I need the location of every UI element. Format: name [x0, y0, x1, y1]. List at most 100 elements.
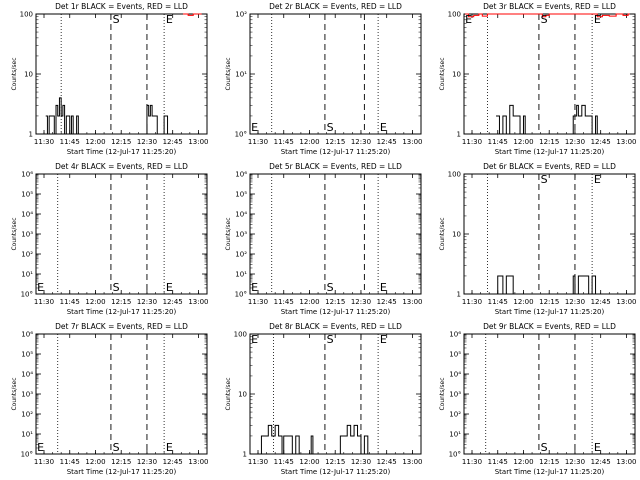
- chart-title: Det 6r BLACK = Events, RED = LLD: [483, 162, 616, 171]
- event-marker-label: S: [541, 13, 548, 26]
- x-tick-label: 12:30: [137, 458, 157, 466]
- y-tick-label: 100: [448, 171, 461, 179]
- x-tick-label: 11:45: [274, 138, 294, 146]
- event-marker-label: S: [113, 13, 120, 26]
- chart-title: Det 5r BLACK = Events, RED = LLD: [269, 162, 402, 171]
- plot-frame: [35, 333, 208, 455]
- event-marker-label: E: [380, 121, 387, 134]
- plot-frame: [463, 333, 636, 455]
- x-tick-label: 12:00: [299, 138, 319, 146]
- event-marker-label: E: [251, 333, 258, 346]
- y-tick-label: 10⁶: [21, 331, 33, 339]
- chart-title: Det 3r BLACK = Events, RED = LLD: [483, 2, 616, 11]
- y-axis-label: Counts/sec: [439, 57, 446, 90]
- x-tick-label: 11:45: [60, 298, 80, 306]
- y-axis-label: Counts/sec: [225, 57, 232, 90]
- chart-panel: Det 1r BLACK = Events, RED = LLD Counts/s…: [11, 2, 209, 156]
- x-tick-label: 12:15: [539, 138, 559, 146]
- x-axis-label: Start Time (12-Jul-17 11:25:20): [67, 468, 177, 476]
- chart-panel: Det 5r BLACK = Events, RED = LLD Counts/s…: [225, 162, 423, 316]
- x-tick-label: 12:00: [85, 138, 105, 146]
- event-marker-label: S: [327, 281, 334, 294]
- y-tick-label: 10⁵: [21, 191, 33, 199]
- y-tick-label: 10°: [235, 131, 247, 139]
- chart-title: Det 8r BLACK = Events, RED = LLD: [269, 322, 402, 331]
- chart-panel: Det 7r BLACK = Events, RED = LLD Counts/s…: [11, 322, 209, 476]
- x-tick-label: 12:00: [513, 458, 533, 466]
- chart-title: Det 2r BLACK = Events, RED = LLD: [269, 2, 402, 11]
- y-tick-label: 1: [29, 131, 33, 139]
- event-marker-label: E: [380, 333, 387, 346]
- y-axis-label: Counts/sec: [439, 377, 446, 410]
- x-axis-label: Start Time (12-Jul-17 11:25:20): [495, 148, 605, 156]
- y-tick-label: 10°: [21, 291, 33, 299]
- x-tick-label: 12:45: [163, 298, 183, 306]
- x-tick-label: 11:45: [60, 138, 80, 146]
- x-tick-label: 12:45: [591, 138, 611, 146]
- x-axis-label: Start Time (12-Jul-17 11:25:20): [67, 148, 177, 156]
- y-tick-label: 10⁵: [21, 351, 33, 359]
- x-tick-label: 12:45: [591, 458, 611, 466]
- x-tick-label: 12:15: [539, 298, 559, 306]
- x-tick-label: 12:30: [137, 138, 157, 146]
- data-series-line: [182, 13, 202, 16]
- x-axis-label: Start Time (12-Jul-17 11:25:20): [281, 308, 391, 316]
- x-tick-label: 11:30: [462, 458, 482, 466]
- event-marker-label: E: [166, 281, 173, 294]
- y-tick-label: 10²: [235, 11, 247, 19]
- y-axis-label: Counts/sec: [439, 217, 446, 250]
- y-tick-label: 100: [448, 11, 461, 19]
- x-tick-label: 13:00: [402, 138, 422, 146]
- event-marker-label: E: [37, 441, 44, 454]
- y-tick-label: 10¹: [21, 431, 33, 439]
- y-tick-label: 10¹: [21, 271, 33, 279]
- x-axis-label: Start Time (12-Jul-17 11:25:20): [67, 308, 177, 316]
- event-marker-label: E: [166, 13, 173, 26]
- x-tick-label: 12:15: [325, 138, 345, 146]
- x-tick-label: 12:45: [163, 138, 183, 146]
- chart-panel: Det 2r BLACK = Events, RED = LLD Counts/s…: [225, 2, 423, 156]
- y-tick-label: 10¹: [235, 71, 247, 79]
- y-tick-label: 10°: [235, 291, 247, 299]
- y-tick-label: 10⁴: [21, 371, 33, 379]
- x-tick-label: 11:45: [274, 458, 294, 466]
- data-series-line: [496, 104, 599, 135]
- x-tick-label: 12:45: [377, 298, 397, 306]
- event-marker-label: E: [251, 281, 258, 294]
- event-marker-label: E: [380, 281, 387, 294]
- y-axis-label: Counts/sec: [11, 57, 18, 90]
- chart-panel: Det 8r BLACK = Events, RED = LLD Counts/s…: [225, 322, 423, 476]
- chart-panel: Det 6r BLACK = Events, RED = LLD Counts/s…: [439, 162, 637, 316]
- x-tick-label: 12:45: [377, 458, 397, 466]
- x-tick-label: 12:15: [111, 458, 131, 466]
- x-tick-label: 12:15: [539, 458, 559, 466]
- x-tick-label: 11:45: [60, 458, 80, 466]
- y-tick-label: 10⁵: [449, 351, 461, 359]
- plot-frame: [249, 173, 422, 295]
- plot-frame: [35, 173, 208, 295]
- y-axis-label: Counts/sec: [225, 377, 232, 410]
- y-tick-label: 10¹: [235, 271, 247, 279]
- x-tick-label: 12:15: [111, 298, 131, 306]
- chart-panel: Det 9r BLACK = Events, RED = LLD Counts/s…: [439, 322, 637, 476]
- y-tick-label: 10²: [21, 251, 33, 259]
- x-tick-label: 11:30: [34, 138, 54, 146]
- event-marker-label: S: [327, 121, 334, 134]
- x-tick-label: 11:45: [488, 298, 508, 306]
- y-tick-label: 10¹: [449, 431, 461, 439]
- x-tick-label: 12:15: [325, 298, 345, 306]
- y-tick-label: 10: [24, 71, 33, 79]
- y-tick-label: 10²: [449, 411, 461, 419]
- x-tick-label: 12:00: [85, 458, 105, 466]
- x-tick-label: 12:00: [299, 458, 319, 466]
- x-axis-label: Start Time (12-Jul-17 11:25:20): [281, 468, 391, 476]
- x-tick-label: 12:00: [85, 298, 105, 306]
- y-tick-label: 10⁶: [235, 171, 247, 179]
- data-series-line: [465, 13, 630, 18]
- x-tick-label: 12:00: [513, 298, 533, 306]
- event-marker-label: S: [541, 173, 548, 186]
- x-tick-label: 12:30: [565, 458, 585, 466]
- x-tick-label: 13:00: [188, 458, 208, 466]
- y-axis-label: Counts/sec: [11, 217, 18, 250]
